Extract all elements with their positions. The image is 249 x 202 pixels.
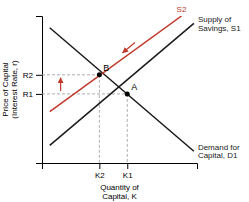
y-tick: R2 [23,71,42,80]
y-tick: R1 [23,90,42,99]
equilibrium-point [125,91,130,96]
point-label: A [131,82,137,92]
series-label: Demand forCapital, D1 [198,143,240,161]
annotations: A B Demand forCapital, D1 Supply ofSavings,… [103,5,241,160]
y-tick-label: R1 [23,90,34,99]
series-line [50,23,194,145]
y-tick-label: R2 [23,71,34,80]
x-tick: K2 [95,163,105,180]
y-axis-title: Price of Capital(Interest Rate, r) [1,60,19,119]
plot-area: K1 K2 R1 R2 Quantity ofCapital, K Price of Ca… [1,5,241,201]
guide-line [127,94,128,163]
chart: K1 K2 R1 R2 Quantity ofCapital, K Price of Ca… [0,0,249,202]
guide-line [99,75,100,163]
shift-arrow [60,78,61,91]
guide-line [42,93,127,94]
x-axis-line [43,164,198,170]
guide-line [42,74,99,75]
series-label: Supply ofSavings, S1 [198,15,241,33]
point-label: B [103,63,109,73]
series-line [50,28,194,151]
marks [42,16,194,163]
x-tick: K1 [123,163,133,180]
series-label: S2 [177,5,187,14]
x-tick-mark [127,163,128,169]
y-tick-mark [36,75,42,76]
equilibrium-point [97,72,102,77]
shift-arrow [123,42,135,52]
x-tick-label: K2 [95,171,105,180]
y-axis-line [36,17,43,164]
y-axis: R1 R2 [23,17,43,164]
y-tick-mark [36,94,42,95]
series-line [50,16,182,112]
x-axis: K1 K2 [43,163,198,180]
x-tick-label: K1 [123,171,133,180]
x-axis-title: Quantity ofCapital, K [100,183,139,201]
x-tick-mark [99,163,100,169]
